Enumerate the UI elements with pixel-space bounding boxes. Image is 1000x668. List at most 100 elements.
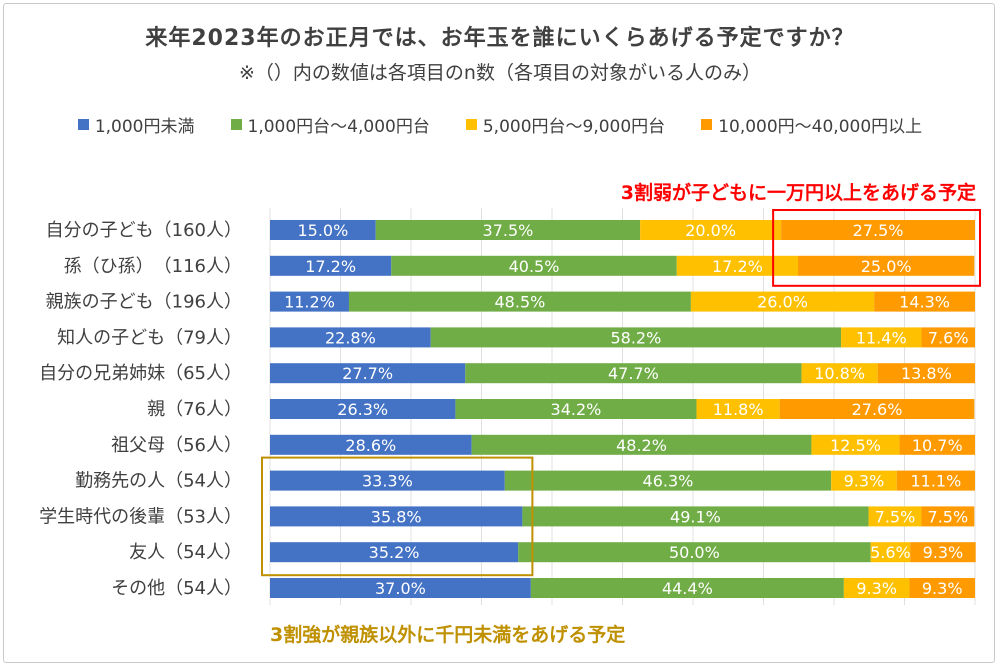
bar-segment [811,434,900,455]
bar-value-label: 7.5% [928,507,969,526]
bar-value-label: 35.8% [371,507,422,526]
bar-value-label: 40.5% [509,257,560,276]
bar-segment [518,542,871,563]
category-label: 親族の子ども（196人） [46,292,242,313]
bar-segment [375,220,641,240]
legend: 1,000円未満 1,000円台～4,000円台 5,000円台～9,000円台 10… [0,112,1000,137]
legend-label: 1,000円台～4,000円台 [247,117,430,137]
bar-segment [270,363,466,384]
bar-segment [530,578,844,598]
legend-swatch [230,119,242,130]
bar-value-label: 27.5% [853,221,904,240]
bar-segment [909,578,975,598]
bar-segment [843,578,910,598]
bar-value-label: 9.3% [844,472,885,491]
chart-subtitle: ※（）内の数値は各項目のn数（各項目の対象がいる人のみ） [239,62,761,84]
bar-value-label: 46.3% [643,472,694,491]
bar-segment [877,363,975,384]
bar-value-label: 33.3% [362,472,413,491]
bar-value-label: 44.4% [662,579,713,598]
bar-segment [270,434,472,455]
bar-value-label: 12.5% [830,436,881,455]
bar-segment [921,506,975,527]
legend-label: 5,000円台～9,000円台 [482,117,666,137]
bar-value-label: 13.8% [901,364,952,383]
category-label: 友人（54人） [129,542,242,563]
bar-segment [868,506,922,527]
bar-segment [270,291,349,312]
bar-segment [504,470,832,491]
bar-value-label: 7.6% [928,328,969,347]
bar-segment [690,291,875,312]
bar-value-label: 7.5% [875,507,916,526]
chart-title: 来年2023年のお正月では、お年玉を誰にいくらあげる予定ですか？ [145,26,855,51]
bar-segment [465,363,802,384]
bar-segment [391,255,677,276]
bar-segment [801,363,878,384]
legend-item-1: 1,000円台～4,000円台 [230,112,430,137]
bar-segment [831,470,897,491]
highlight-box-red [772,209,981,287]
bar-value-label: 9.3% [923,543,964,562]
bar-value-label: 50.0% [669,543,720,562]
bar-segment [270,506,523,527]
bar-value-label: 49.1% [670,507,721,526]
highlight-box-gold [261,456,534,577]
bar-value-label: 48.2% [616,436,667,455]
category-label: 勤務先の人（54人） [75,471,242,492]
bar-value-label: 9.3% [856,579,897,598]
bar-segment [270,399,456,419]
category-label: 自分の兄弟姉妹（65人） [39,363,242,384]
bar-value-label: 37.5% [483,221,534,240]
bar-value-label: 26.3% [337,400,388,419]
bar-value-label: 20.0% [685,221,736,240]
category-label: 自分の子ども（160人） [46,220,242,241]
bar-segment [270,470,505,491]
bar-value-label: 17.2% [712,257,763,276]
category-label: 親（76人） [147,399,242,420]
bar-segment [896,470,975,491]
bar-value-label: 34.2% [551,400,602,419]
bar-value-label: 27.7% [342,364,393,383]
bar-value-label: 47.7% [608,364,659,383]
bar-segment [870,542,911,563]
bar-value-label: 11.1% [910,472,961,491]
bar-segment [430,327,842,348]
bar-segment [270,220,376,240]
legend-item-3: 10,000円～40,000円以上 [701,112,922,137]
legend-item-2: 5,000円台～9,000円台 [465,112,666,137]
bar-value-label: 9.3% [922,579,963,598]
legend-label: 10,000円～40,000円以上 [718,117,923,137]
bar-value-label: 27.6% [852,400,903,419]
bar-value-label: 37.0% [375,579,426,598]
legend-item-0: 1,000円未満 [77,112,195,137]
category-label: 知人の子ども（79人） [57,327,242,348]
bar-value-label: 28.6% [345,436,396,455]
bar-value-label: 10.8% [814,364,865,383]
bar-segment [899,434,975,455]
legend-swatch [701,119,713,130]
bar-value-label: 58.2% [610,328,661,347]
bar-value-label: 25.0% [861,257,912,276]
bar-segment [781,220,975,240]
bar-segment [696,399,780,419]
bar-segment [640,220,782,240]
bar-segment [910,542,976,563]
bar-value-label: 17.2% [305,257,356,276]
category-label: 祖父母（56人） [111,435,242,456]
category-label: その他（54人） [111,578,242,599]
bar-value-label: 26.0% [757,293,808,312]
bar-segment [676,255,799,276]
bar-segment [874,291,975,312]
annotation-gold: 3割強が親族以外に千円未満をあげる予定 [270,624,626,646]
bar-value-label: 35.2% [369,543,420,562]
bar-segment [921,327,975,348]
legend-label: 1,000円未満 [94,117,195,137]
bar-value-label: 14.3% [899,293,950,312]
bar-value-label: 5.6% [870,543,911,562]
bar-segment [348,291,691,312]
bar-value-label: 11.4% [856,328,907,347]
bar-segment [455,399,697,419]
bar-value-label: 15.0% [297,221,348,240]
